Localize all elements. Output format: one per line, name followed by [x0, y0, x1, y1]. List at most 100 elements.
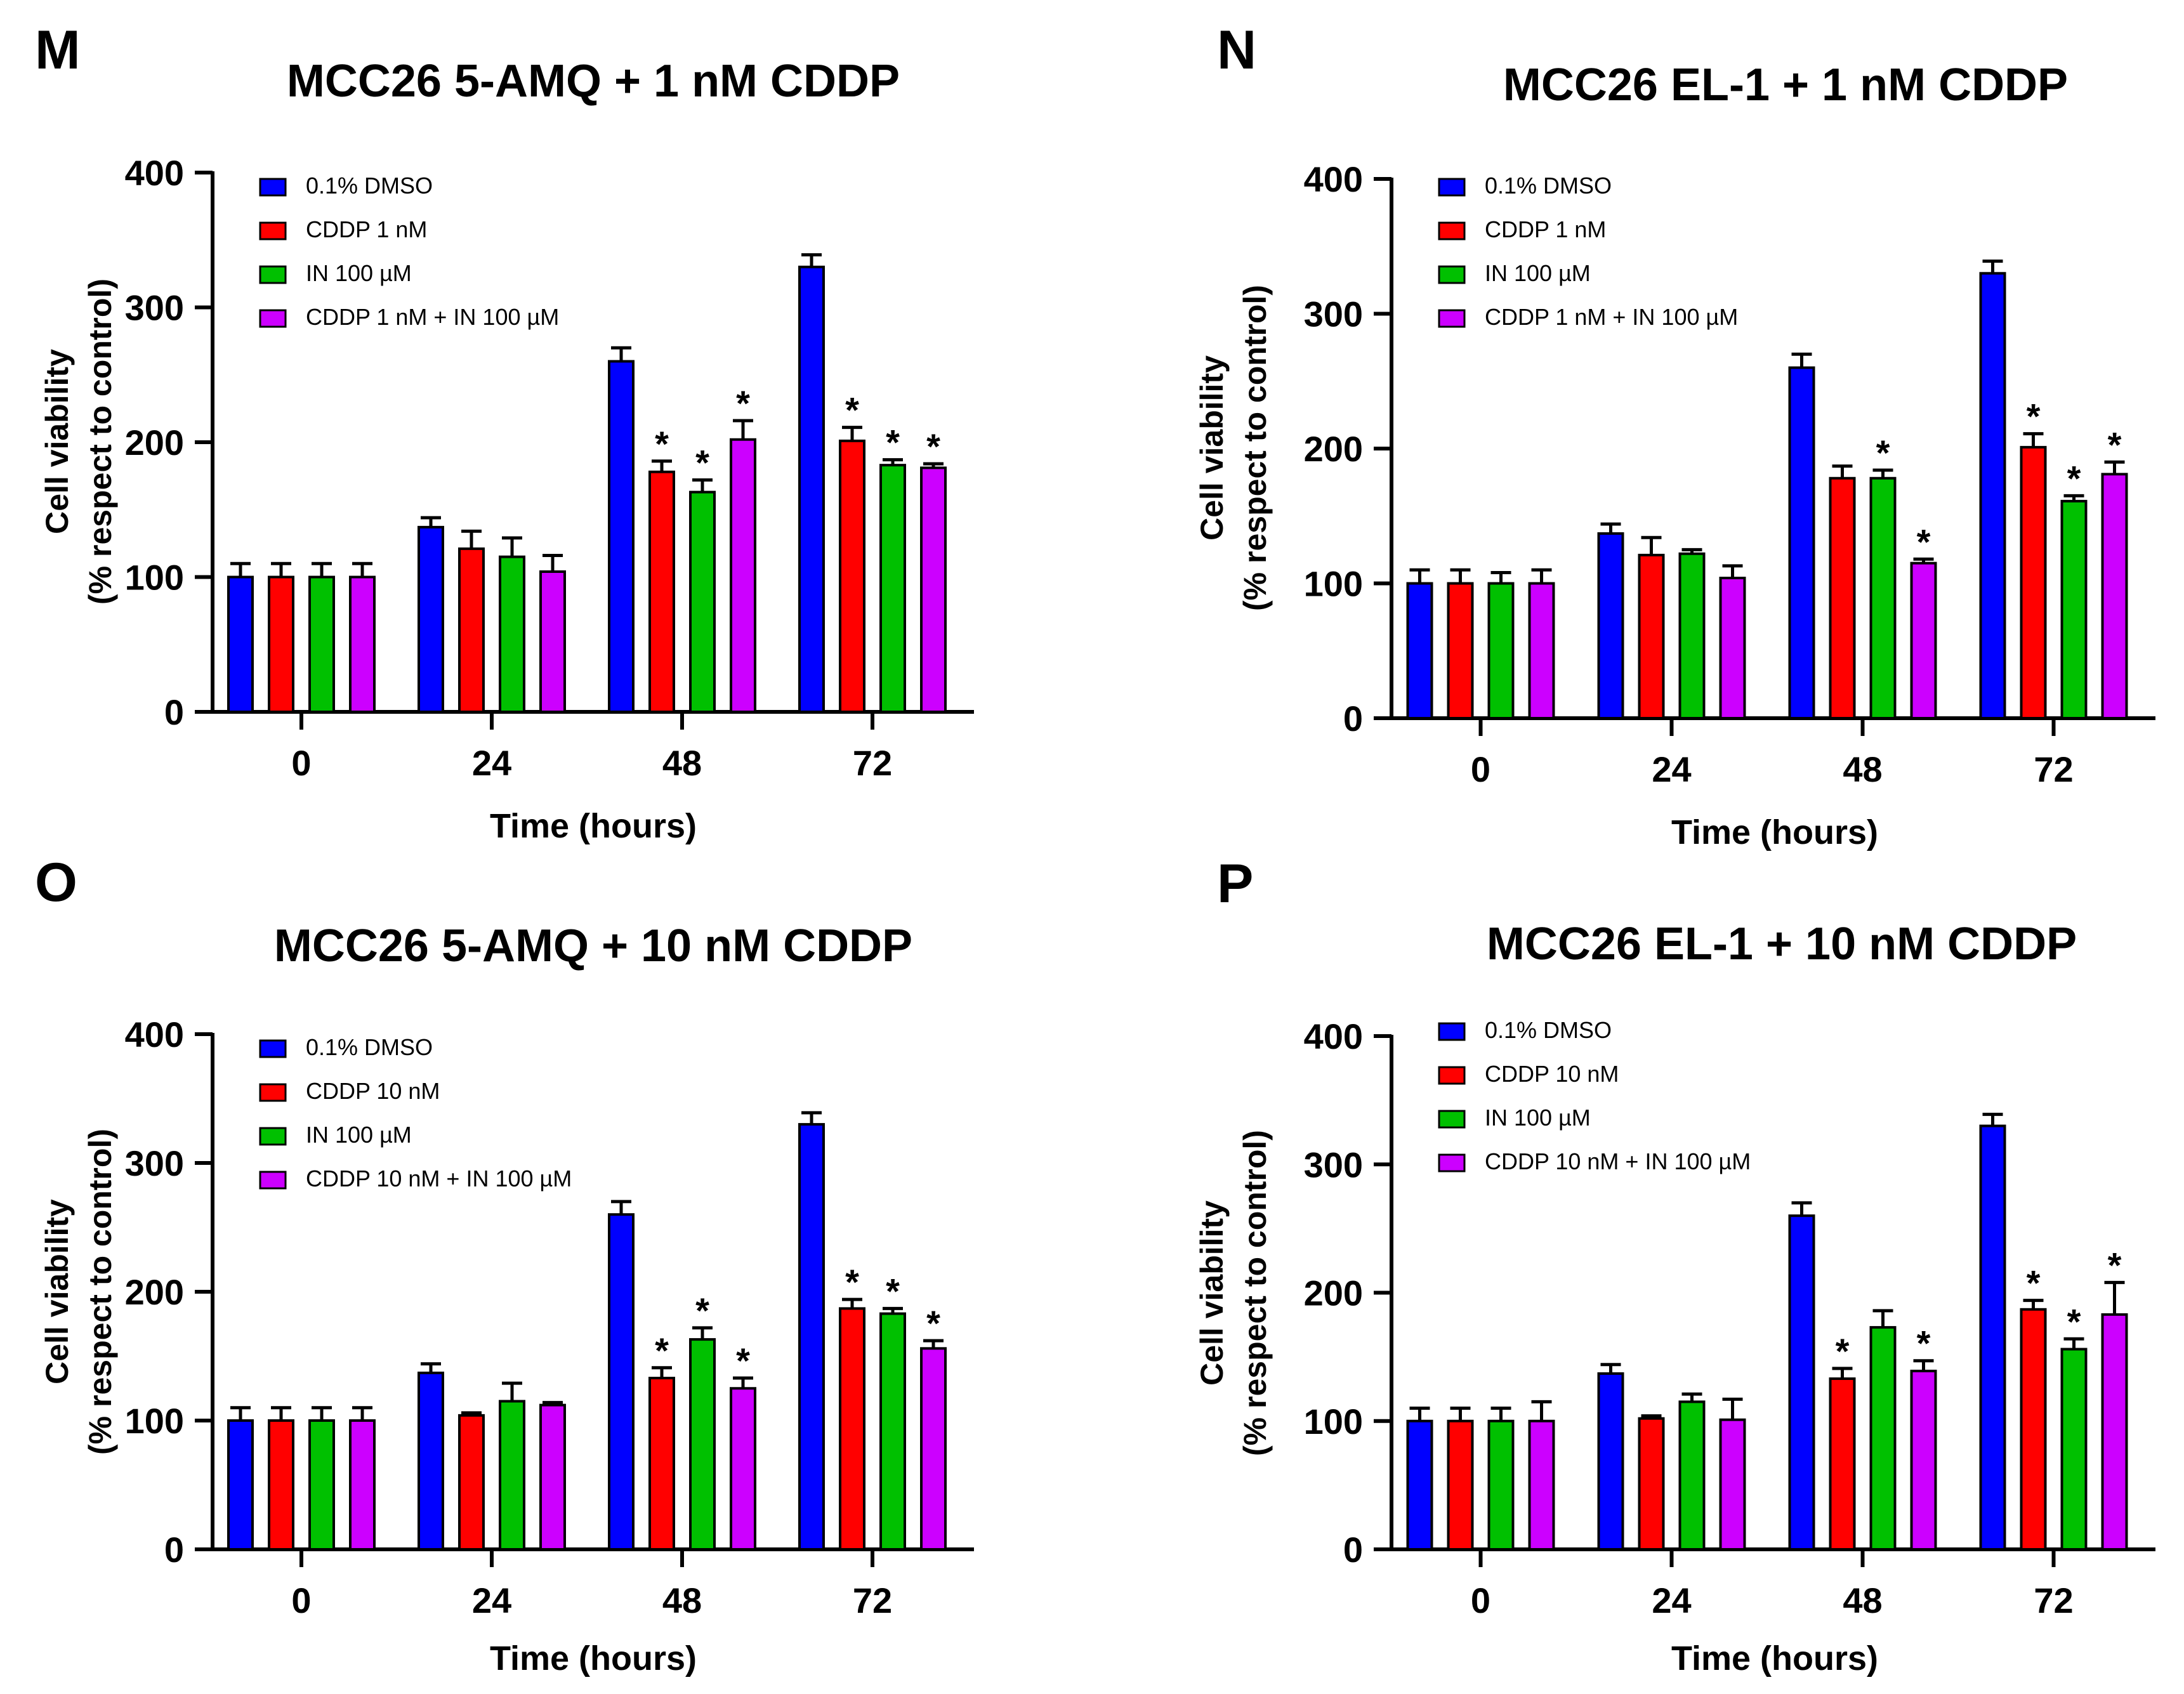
y-axis-label: Cell viability (% respect to control)	[1194, 1130, 1273, 1456]
panel-letter: M	[35, 20, 81, 81]
y-axis-label-line1: Cell viability	[39, 349, 75, 534]
chart-panel-m: M MCC26 5-AMQ + 1 nM CDDP 0 100 200 300 400 Cel…	[35, 20, 974, 845]
legend-swatch	[259, 1171, 287, 1190]
y-axis-label-line2: (% respect to control)	[82, 279, 118, 605]
y-tick-label: 200	[1304, 1273, 1363, 1313]
y-tick-label: 400	[125, 153, 184, 193]
legend: 0.1% DMSO CDDP 10 nM IN 100 µM CDDP 10 nM +…	[1438, 1017, 1751, 1174]
bar	[308, 1419, 335, 1551]
legend-label: CDDP 1 nM	[1485, 216, 1606, 242]
legend-swatch	[259, 1127, 287, 1146]
bar	[2101, 1313, 2128, 1551]
significance-marker: *	[695, 443, 709, 483]
x-tick-label: 72	[2034, 749, 2073, 789]
bar	[227, 575, 254, 713]
chart-title: MCC26 EL-1 + 10 nM CDDP	[1487, 919, 2077, 969]
significance-marker: *	[2108, 1245, 2122, 1285]
legend-label: CDDP 10 nM	[1485, 1061, 1619, 1087]
legend-swatch	[1438, 1110, 1466, 1129]
y-axis-label-line2: (% respect to control)	[1237, 1130, 1273, 1456]
bar	[1829, 476, 1856, 719]
bar	[1829, 1377, 1856, 1551]
x-axis-label: Time (hours)	[490, 807, 697, 845]
significance-marker: *	[2108, 424, 2122, 464]
x-tick-label: 24	[472, 1580, 511, 1620]
x-tick-label: 24	[1652, 1580, 1691, 1620]
bar	[920, 466, 947, 713]
bar	[2060, 1348, 2088, 1551]
bar	[268, 575, 294, 713]
legend-swatch	[1438, 178, 1466, 197]
legend-swatch	[1438, 1153, 1466, 1172]
bar	[539, 570, 566, 713]
bar	[499, 1400, 525, 1551]
bar	[1719, 1418, 1746, 1551]
significance-marker: *	[845, 1262, 859, 1302]
bar	[1910, 1369, 1937, 1551]
y-axis-label-line1: Cell viability	[1194, 1200, 1230, 1386]
bar	[839, 439, 865, 713]
bar	[1447, 1419, 1474, 1551]
significance-marker: *	[1917, 1323, 1931, 1363]
bar	[458, 1414, 485, 1551]
bar	[1406, 582, 1433, 719]
significance-marker: *	[2067, 1301, 2081, 1341]
significance-marker: *	[2067, 458, 2081, 498]
x-tick-label: 24	[472, 743, 511, 783]
y-tick-label: 400	[1304, 1016, 1363, 1056]
legend-label: IN 100 µM	[1485, 260, 1591, 286]
legend-label: 0.1% DMSO	[1485, 1017, 1612, 1043]
significance-marker: *	[1917, 522, 1931, 561]
chart-panel-p: P MCC26 EL-1 + 10 nM CDDP 0 100 200 300 400 Cel…	[1194, 853, 2155, 1678]
y-tick-label: 200	[125, 423, 184, 463]
y-tick-label: 0	[164, 1530, 184, 1570]
x-tick-label: 0	[291, 743, 311, 783]
legend-swatch	[1438, 221, 1466, 240]
legend-swatch	[259, 221, 287, 240]
bar	[879, 1312, 906, 1551]
bar	[1678, 1400, 1706, 1551]
y-axis-label-line2: (% respect to control)	[82, 1129, 118, 1455]
bar	[689, 490, 716, 713]
y-axis-label: Cell viability (% respect to control)	[39, 279, 118, 605]
legend-label: 0.1% DMSO	[1485, 173, 1612, 199]
legend-swatch	[259, 1083, 287, 1102]
bar	[1678, 552, 1706, 719]
legend-swatch	[259, 309, 287, 328]
legend-label: CDDP 1 nM + IN 100 µM	[306, 304, 559, 330]
y-tick-label: 0	[1343, 1530, 1363, 1570]
bar	[1597, 532, 1624, 719]
legend-label: 0.1% DMSO	[306, 173, 433, 199]
y-tick-label: 200	[125, 1272, 184, 1312]
legend-label: IN 100 µM	[1485, 1105, 1591, 1131]
bar	[418, 525, 444, 713]
significance-marker: *	[2027, 397, 2041, 437]
x-tick-label: 0	[291, 1580, 311, 1620]
bar	[1788, 366, 1815, 719]
bar	[730, 438, 756, 713]
x-tick-label: 48	[1843, 1580, 1882, 1620]
legend-label: IN 100 µM	[306, 260, 412, 286]
y-tick-label: 300	[1304, 294, 1363, 334]
chart-title: MCC26 5-AMQ + 1 nM CDDP	[287, 56, 900, 107]
bar	[1597, 1372, 1624, 1551]
bar	[1447, 582, 1474, 719]
bar	[839, 1307, 865, 1551]
x-axis-label: Time (hours)	[1671, 813, 1878, 851]
bar	[920, 1347, 947, 1551]
bar	[1979, 272, 2006, 719]
bar	[268, 1419, 294, 1551]
significance-marker: *	[926, 426, 940, 466]
legend-label: IN 100 µM	[306, 1122, 412, 1148]
legend-label: CDDP 1 nM	[306, 216, 427, 242]
y-tick-label: 100	[1304, 1402, 1363, 1441]
bar	[798, 265, 825, 713]
legend-label: CDDP 1 nM + IN 100 µM	[1485, 304, 1738, 330]
panel-letter: O	[35, 852, 77, 913]
y-axis-label-line1: Cell viability	[39, 1199, 75, 1384]
panel-letter: N	[1217, 20, 1256, 81]
x-tick-label: 48	[1843, 749, 1882, 789]
x-tick-label: 24	[1652, 749, 1691, 789]
y-tick-label: 400	[1304, 159, 1363, 199]
